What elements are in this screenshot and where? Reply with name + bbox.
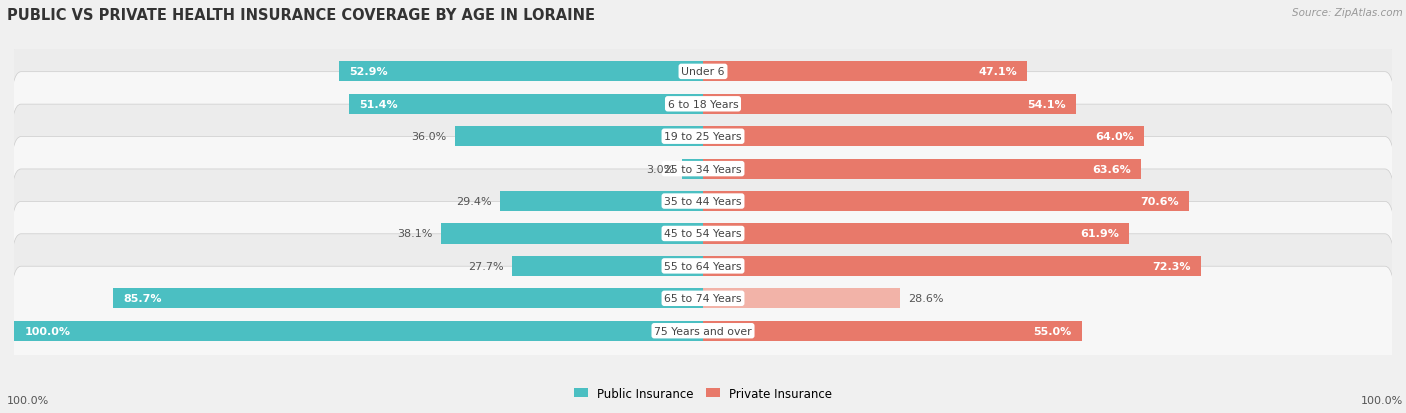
- Text: 100.0%: 100.0%: [24, 326, 70, 336]
- FancyBboxPatch shape: [11, 234, 1395, 363]
- Text: 65 to 74 Years: 65 to 74 Years: [664, 294, 742, 304]
- Text: Under 6: Under 6: [682, 67, 724, 77]
- Bar: [501, 192, 703, 211]
- Text: 28.6%: 28.6%: [908, 294, 943, 304]
- Text: 61.9%: 61.9%: [1080, 229, 1119, 239]
- Text: 72.3%: 72.3%: [1153, 261, 1191, 271]
- Text: 36.0%: 36.0%: [412, 132, 447, 142]
- Text: 29.4%: 29.4%: [457, 197, 492, 206]
- Legend: Public Insurance, Private Insurance: Public Insurance, Private Insurance: [569, 382, 837, 404]
- FancyBboxPatch shape: [11, 202, 1395, 330]
- Text: 47.1%: 47.1%: [979, 67, 1017, 77]
- Text: Source: ZipAtlas.com: Source: ZipAtlas.com: [1292, 8, 1403, 18]
- Bar: [703, 95, 1076, 114]
- FancyBboxPatch shape: [11, 266, 1395, 395]
- Text: 70.6%: 70.6%: [1140, 197, 1180, 206]
- Bar: [112, 289, 703, 309]
- Bar: [14, 321, 703, 341]
- Bar: [703, 289, 900, 309]
- Text: 27.7%: 27.7%: [468, 261, 503, 271]
- Bar: [703, 62, 1028, 82]
- Bar: [703, 127, 1144, 147]
- Text: 6 to 18 Years: 6 to 18 Years: [668, 100, 738, 109]
- FancyBboxPatch shape: [11, 137, 1395, 266]
- Bar: [456, 127, 703, 147]
- FancyBboxPatch shape: [11, 105, 1395, 234]
- Text: 19 to 25 Years: 19 to 25 Years: [664, 132, 742, 142]
- Text: 63.6%: 63.6%: [1092, 164, 1130, 174]
- FancyBboxPatch shape: [11, 40, 1395, 169]
- Text: 55.0%: 55.0%: [1033, 326, 1071, 336]
- Bar: [703, 192, 1189, 211]
- Bar: [682, 159, 703, 179]
- FancyBboxPatch shape: [11, 73, 1395, 201]
- FancyBboxPatch shape: [11, 170, 1395, 298]
- Text: 85.7%: 85.7%: [122, 294, 162, 304]
- Text: 45 to 54 Years: 45 to 54 Years: [664, 229, 742, 239]
- Text: 75 Years and over: 75 Years and over: [654, 326, 752, 336]
- Text: 64.0%: 64.0%: [1095, 132, 1133, 142]
- Text: PUBLIC VS PRIVATE HEALTH INSURANCE COVERAGE BY AGE IN LORAINE: PUBLIC VS PRIVATE HEALTH INSURANCE COVER…: [7, 8, 595, 23]
- Text: 100.0%: 100.0%: [7, 395, 49, 405]
- Bar: [703, 256, 1201, 276]
- Bar: [349, 95, 703, 114]
- FancyBboxPatch shape: [11, 8, 1395, 137]
- Bar: [703, 321, 1083, 341]
- Text: 55 to 64 Years: 55 to 64 Years: [664, 261, 742, 271]
- Text: 100.0%: 100.0%: [1361, 395, 1403, 405]
- Text: 35 to 44 Years: 35 to 44 Years: [664, 197, 742, 206]
- Text: 3.0%: 3.0%: [645, 164, 673, 174]
- Bar: [440, 224, 703, 244]
- Bar: [512, 256, 703, 276]
- Bar: [703, 224, 1129, 244]
- Text: 25 to 34 Years: 25 to 34 Years: [664, 164, 742, 174]
- Bar: [339, 62, 703, 82]
- Text: 51.4%: 51.4%: [359, 100, 398, 109]
- Text: 38.1%: 38.1%: [396, 229, 432, 239]
- Text: 54.1%: 54.1%: [1026, 100, 1066, 109]
- Text: 52.9%: 52.9%: [349, 67, 388, 77]
- Bar: [703, 159, 1142, 179]
